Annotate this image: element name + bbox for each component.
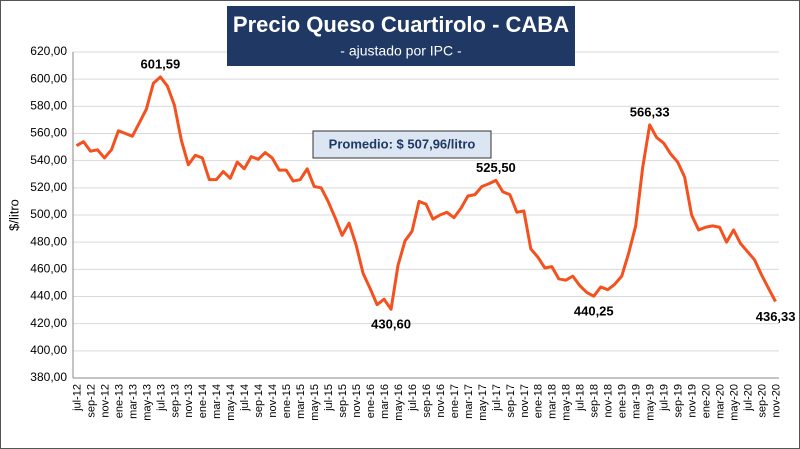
x-tick-label: sep-13 bbox=[169, 384, 181, 418]
title-box bbox=[227, 6, 575, 66]
x-tick-label: mar-17 bbox=[463, 384, 475, 419]
x-tick-label: nov-15 bbox=[351, 384, 363, 418]
x-tick-label: sep-14 bbox=[253, 384, 265, 418]
x-tick-label: ene-14 bbox=[197, 384, 209, 418]
x-tick-label: sep-12 bbox=[85, 384, 97, 418]
y-tick-label: 580,00 bbox=[30, 99, 67, 113]
annotation-box bbox=[312, 130, 492, 159]
y-axis-label: $/litro bbox=[6, 199, 21, 231]
x-tick-label: sep-17 bbox=[505, 384, 517, 418]
data-label: 525,50 bbox=[476, 160, 516, 175]
x-tick-label: may-18 bbox=[561, 384, 573, 421]
x-tick-label: jul-13 bbox=[155, 384, 167, 412]
y-tick-label: 400,00 bbox=[30, 343, 67, 357]
x-tick-label: may-19 bbox=[645, 384, 657, 421]
x-tick-label: ene-17 bbox=[449, 384, 461, 418]
y-tick-label: 380,00 bbox=[30, 370, 67, 384]
x-tick-label: jul-16 bbox=[407, 384, 419, 412]
data-label: 440,25 bbox=[574, 304, 614, 319]
x-tick-label: sep-20 bbox=[756, 384, 768, 418]
annotation: Promedio: $ 507,96/litro bbox=[329, 136, 476, 151]
data-label: 566,33 bbox=[630, 104, 670, 119]
x-tick-label: nov-13 bbox=[183, 384, 195, 418]
y-tick-label: 560,00 bbox=[30, 126, 67, 140]
x-tick-label: mar-13 bbox=[127, 384, 139, 419]
y-tick-label: 600,00 bbox=[30, 71, 67, 85]
x-tick-label: nov-19 bbox=[687, 384, 699, 418]
y-tick-label: 440,00 bbox=[30, 289, 67, 303]
x-tick-label: nov-14 bbox=[267, 384, 279, 418]
chart-subtitle: - ajustado por IPC - bbox=[340, 43, 462, 59]
x-tick-label: ene-19 bbox=[617, 384, 629, 418]
x-tick-label: mar-19 bbox=[631, 384, 643, 419]
x-tick-label: mar-16 bbox=[379, 384, 391, 419]
x-tick-label: jul-15 bbox=[323, 384, 335, 412]
x-tick-label: may-14 bbox=[225, 384, 237, 421]
x-tick-label: jul-14 bbox=[239, 384, 251, 412]
y-tick-label: 620,00 bbox=[30, 44, 67, 58]
y-tick-label: 480,00 bbox=[30, 234, 67, 248]
series-line bbox=[75, 75, 777, 311]
x-tick-label: mar-14 bbox=[211, 384, 223, 419]
x-tick-label: jul-18 bbox=[575, 384, 587, 412]
x-tick-label: ene-13 bbox=[113, 384, 125, 418]
y-tick-label: 420,00 bbox=[30, 316, 67, 330]
x-tick-label: ene-15 bbox=[281, 384, 293, 418]
y-tick-label: 540,00 bbox=[30, 153, 67, 167]
x-tick-label: sep-18 bbox=[589, 384, 601, 418]
x-tick-label: may-20 bbox=[728, 384, 740, 421]
x-tick-label: nov-12 bbox=[99, 384, 111, 418]
x-tick-label: jul-17 bbox=[491, 384, 503, 412]
x-tick-label: sep-19 bbox=[673, 384, 685, 418]
x-tick-label: may-13 bbox=[141, 384, 153, 421]
y-tick-label: 520,00 bbox=[30, 180, 67, 194]
x-tick-label: nov-17 bbox=[519, 384, 531, 418]
x-tick-label: mar-18 bbox=[547, 384, 559, 419]
x-tick-label: nov-16 bbox=[435, 384, 447, 418]
x-tick-label: may-15 bbox=[309, 384, 321, 421]
x-tick-label: ene-20 bbox=[701, 384, 713, 418]
y-tick-label: 500,00 bbox=[30, 207, 67, 221]
x-tick-label: jul-12 bbox=[71, 384, 83, 412]
x-tick-label: may-16 bbox=[393, 384, 405, 421]
x-tick-label: may-17 bbox=[477, 384, 489, 421]
chart-title: Precio Queso Cuartirolo - CABA bbox=[233, 12, 569, 37]
x-tick-label: jul-20 bbox=[742, 384, 754, 412]
x-tick-label: sep-16 bbox=[421, 384, 433, 418]
data-label: 436,33 bbox=[756, 309, 796, 324]
x-tick-label: mar-15 bbox=[295, 384, 307, 419]
x-tick-label: ene-18 bbox=[533, 384, 545, 418]
data-label: 430,60 bbox=[371, 317, 411, 332]
y-tick-label: 460,00 bbox=[30, 262, 67, 276]
x-tick-label: nov-20 bbox=[770, 384, 782, 418]
x-tick-label: ene-16 bbox=[365, 384, 377, 418]
x-tick-label: mar-20 bbox=[714, 384, 726, 419]
x-tick-label: jul-19 bbox=[659, 384, 671, 412]
data-label: 601,59 bbox=[140, 56, 180, 71]
x-tick-label: nov-18 bbox=[603, 384, 615, 418]
x-tick-label: sep-15 bbox=[337, 384, 349, 418]
